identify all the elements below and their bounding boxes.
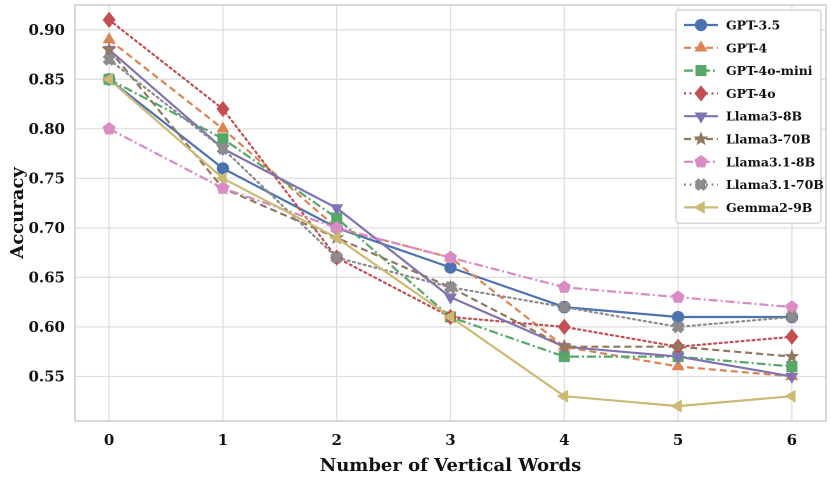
legend-label-gpt-3-5: GPT-3.5: [726, 18, 780, 33]
data-point-gpt-3-5: [444, 261, 457, 274]
x-tick-label: 6: [787, 431, 797, 449]
data-point-llama3-1-70b: [557, 300, 571, 314]
x-tick-label: 4: [559, 431, 569, 449]
data-point-gpt-4: [216, 121, 230, 133]
legend-marker-gpt-4o: [694, 85, 708, 102]
data-point-gpt-4o-mini: [786, 360, 798, 373]
data-point-gemma2-9b: [443, 310, 455, 324]
x-tick-label: 1: [218, 431, 228, 449]
data-point-gpt-3-5: [216, 162, 230, 175]
y-tick-label: 0.80: [28, 120, 65, 138]
legend-label-llama3-1-8b: Llama3.1-8B: [726, 154, 815, 169]
y-tick-label: 0.90: [28, 21, 65, 39]
data-point-llama3-70b: [556, 338, 572, 354]
data-point-gemma2-9b: [670, 399, 682, 413]
data-point-llama3-8b: [330, 204, 344, 216]
data-point-llama3-1-8b: [671, 290, 685, 303]
legend-marker-gpt-3-5: [694, 18, 708, 32]
legend-label-gpt-4o: GPT-4o: [726, 86, 776, 101]
data-point-gemma2-9b: [329, 231, 341, 245]
data-point-llama3-70b: [101, 41, 117, 56]
data-point-llama3-70b: [784, 348, 800, 363]
legend: GPT-3.5 GPT-4 GPT-4o-mini GPT-4o Llama3-8B Ll…: [675, 9, 824, 224]
y-tick-label: 0.55: [28, 367, 65, 385]
data-point-llama3-8b: [671, 352, 685, 365]
data-point-llama3-1-8b: [785, 300, 799, 313]
legend-marker-gemma2-9b: [693, 200, 705, 214]
data-point-llama3-1-70b: [671, 320, 685, 334]
y-tick-label: 0.60: [28, 318, 65, 336]
data-point-gpt-4: [671, 359, 685, 371]
data-point-llama3-8b: [444, 293, 457, 305]
x-tick-label: 5: [673, 431, 683, 449]
x-tick-label: 2: [331, 431, 341, 449]
y-tick-label: 0.65: [28, 268, 65, 286]
data-point-gpt-4o-mini: [217, 133, 229, 145]
x-axis-label: Number of Vertical Words: [320, 455, 581, 476]
data-point-llama3-1-70b: [785, 310, 799, 324]
data-point-gpt-4o: [102, 11, 116, 28]
data-point-gpt-4o: [557, 318, 571, 336]
legend-marker-llama3-70b: [693, 131, 709, 146]
y-tick-label: 0.70: [28, 219, 65, 237]
data-point-gemma2-9b: [215, 171, 227, 185]
y-axis-label: Accuracy: [7, 167, 28, 260]
data-point-gpt-4o: [785, 328, 799, 345]
data-point-llama3-1-70b: [444, 280, 457, 294]
data-point-gemma2-9b: [556, 389, 569, 403]
data-point-llama3-70b: [670, 338, 686, 354]
legend-label-gpt-4: GPT-4: [726, 40, 767, 55]
data-point-llama3-8b: [785, 372, 799, 384]
legend-marker-llama3-1-8b: [694, 154, 708, 168]
x-tick-label: 0: [104, 431, 114, 449]
data-point-llama3-1-8b: [330, 221, 344, 234]
series-markers: [101, 11, 800, 413]
data-point-gpt-3-5: [671, 310, 685, 324]
legend-marker-gpt-4: [694, 40, 708, 52]
legend-label-gpt-4o-mini: GPT-4o-mini: [726, 63, 813, 78]
legend-label-llama3-8b: Llama3-8B: [726, 109, 802, 124]
data-point-llama3-1-70b: [330, 251, 344, 265]
data-point-llama3-1-70b: [216, 142, 230, 156]
data-point-gpt-4: [102, 32, 116, 44]
legend-label-gemma2-9b: Gemma2-9B: [726, 200, 812, 215]
legend-marker-llama3-1-70b: [694, 178, 708, 192]
legend-label-llama3-70b: Llama3-70B: [726, 132, 811, 147]
legend-box: [675, 9, 822, 224]
data-point-gpt-4o-mini: [558, 351, 570, 363]
data-point-llama3-1-8b: [444, 250, 457, 264]
y-tick-label: 0.75: [28, 169, 65, 187]
data-point-gpt-4o-mini: [331, 212, 343, 224]
data-point-llama3-1-8b: [102, 121, 116, 135]
x-tick-label: 3: [445, 431, 455, 449]
plot-frame: [74, 4, 827, 422]
legend-marker-gpt-4o-mini: [695, 65, 707, 77]
data-point-llama3-1-70b: [102, 53, 116, 66]
data-point-llama3-1-8b: [216, 181, 230, 194]
data-point-llama3-1-8b: [557, 280, 571, 293]
data-point-gemma2-9b: [784, 389, 796, 403]
legend-marker-llama3-8b: [694, 112, 708, 124]
y-tick-label: 0.85: [28, 70, 65, 88]
tick-labels: 0 1 2 3 4 5 6 0.55 0.60 0.65 0.70 0.75 0.80 0.85 0.90: [28, 21, 797, 449]
data-point-gemma2-9b: [101, 72, 113, 86]
data-point-gpt-4o: [216, 100, 230, 118]
legend-label-llama3-1-70b: Llama3.1-70B: [726, 177, 824, 192]
